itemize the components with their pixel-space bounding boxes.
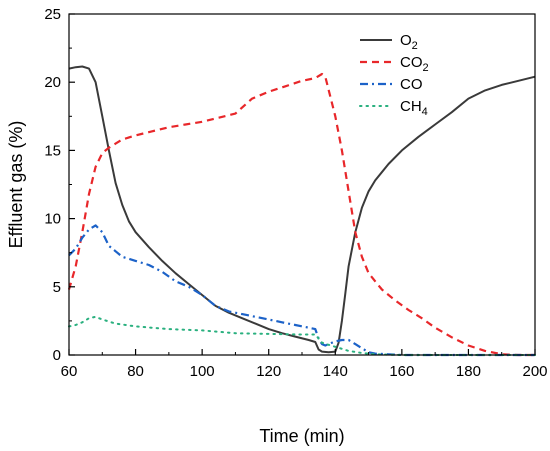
- x-tick-label: 60: [61, 363, 78, 380]
- y-tick-label: 15: [44, 142, 61, 159]
- x-axis: 60 80 100 120 140 160 180 200: [61, 349, 548, 380]
- series-layer: [67, 65, 536, 357]
- y-tick-label: 20: [44, 74, 61, 91]
- x-tick-label: 140: [323, 363, 348, 380]
- x-tick-label: 120: [256, 363, 281, 380]
- series-line-co2: [67, 72, 535, 357]
- legend-label-o2: O2: [400, 32, 418, 52]
- series-line-co: [68, 224, 535, 357]
- y-axis-label: Effluent gas (%): [6, 121, 26, 249]
- x-tick-label: 160: [389, 363, 414, 380]
- legend-label-co2: CO2: [400, 54, 429, 74]
- y-tick-label: 25: [44, 6, 61, 23]
- y-tick-label: 0: [53, 347, 61, 364]
- legend-label-co: CO: [400, 76, 423, 93]
- series-line-ch4: [68, 315, 536, 356]
- series-line-o2: [68, 65, 536, 354]
- x-tick-label: 180: [456, 363, 481, 380]
- y-tick-label: 5: [53, 279, 61, 296]
- x-tick-label: 80: [127, 363, 144, 380]
- y-axis: 0 5 10 15 20 25: [44, 6, 75, 364]
- x-tick-label: 100: [190, 363, 215, 380]
- x-tick-label: 200: [522, 363, 547, 380]
- legend-label-ch4: CH4: [400, 98, 428, 118]
- x-axis-label: Time (min): [259, 426, 344, 446]
- plot-frame: [68, 13, 536, 356]
- y-tick-label: 10: [44, 211, 61, 228]
